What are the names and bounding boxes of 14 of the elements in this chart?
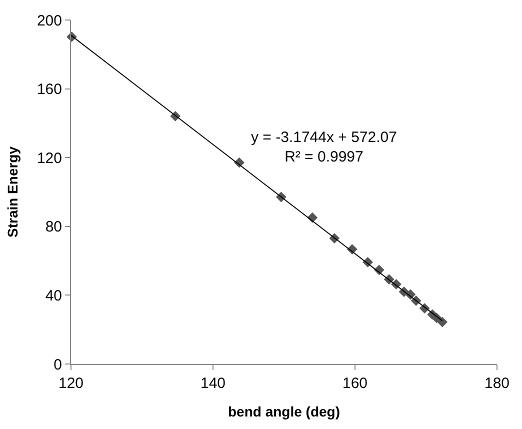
annotation: y = -3.1744x + 572.07 R² = 0.9997 — [251, 129, 397, 166]
y-axis-title: Strain Energy — [4, 146, 21, 238]
x-tick-label: 120 — [58, 375, 84, 392]
point — [437, 316, 448, 328]
x-axis-title: bend angle (deg) — [228, 403, 340, 420]
y-tick-label: 160 — [36, 81, 62, 98]
x-tick-label: 180 — [484, 375, 510, 392]
y-tick-label: 120 — [36, 150, 62, 167]
y-tick-label: 200 — [36, 12, 62, 30]
x-tick-label: 140 — [200, 375, 226, 392]
y-tick-label: 40 — [45, 287, 62, 304]
x-tick-label: 160 — [342, 375, 368, 392]
y-tick-label: 80 — [45, 218, 62, 236]
y-tick-label: 0 — [54, 356, 62, 374]
